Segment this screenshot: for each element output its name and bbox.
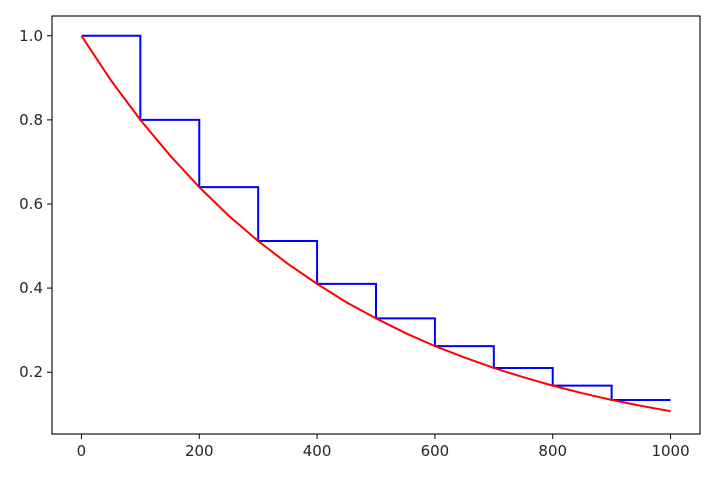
y-tick-label: 0.8: [19, 111, 43, 129]
y-tick-label: 0.6: [19, 195, 43, 213]
plot-frame: [51, 15, 701, 435]
series-line-step: [81, 34, 671, 401]
x-tick-label: 0: [77, 442, 87, 460]
x-tick-label: 400: [303, 442, 332, 460]
series-line-curve: [80, 35, 671, 413]
y-tick-label: 0.4: [19, 279, 43, 297]
series-layer: [80, 34, 671, 413]
y-tick-label: 0.2: [19, 363, 43, 381]
plot-background: [52, 16, 700, 434]
x-tick-label: 1000: [651, 442, 689, 460]
x-tick-label: 800: [538, 442, 567, 460]
y-tick-label: 1.0: [19, 27, 43, 45]
x-tick-label: 200: [185, 442, 214, 460]
ticks-layer: 0 200 400 600 800 1000 0.2 0.4 0.6 0.8 1.0: [19, 27, 689, 460]
x-tick-label: 600: [421, 442, 450, 460]
